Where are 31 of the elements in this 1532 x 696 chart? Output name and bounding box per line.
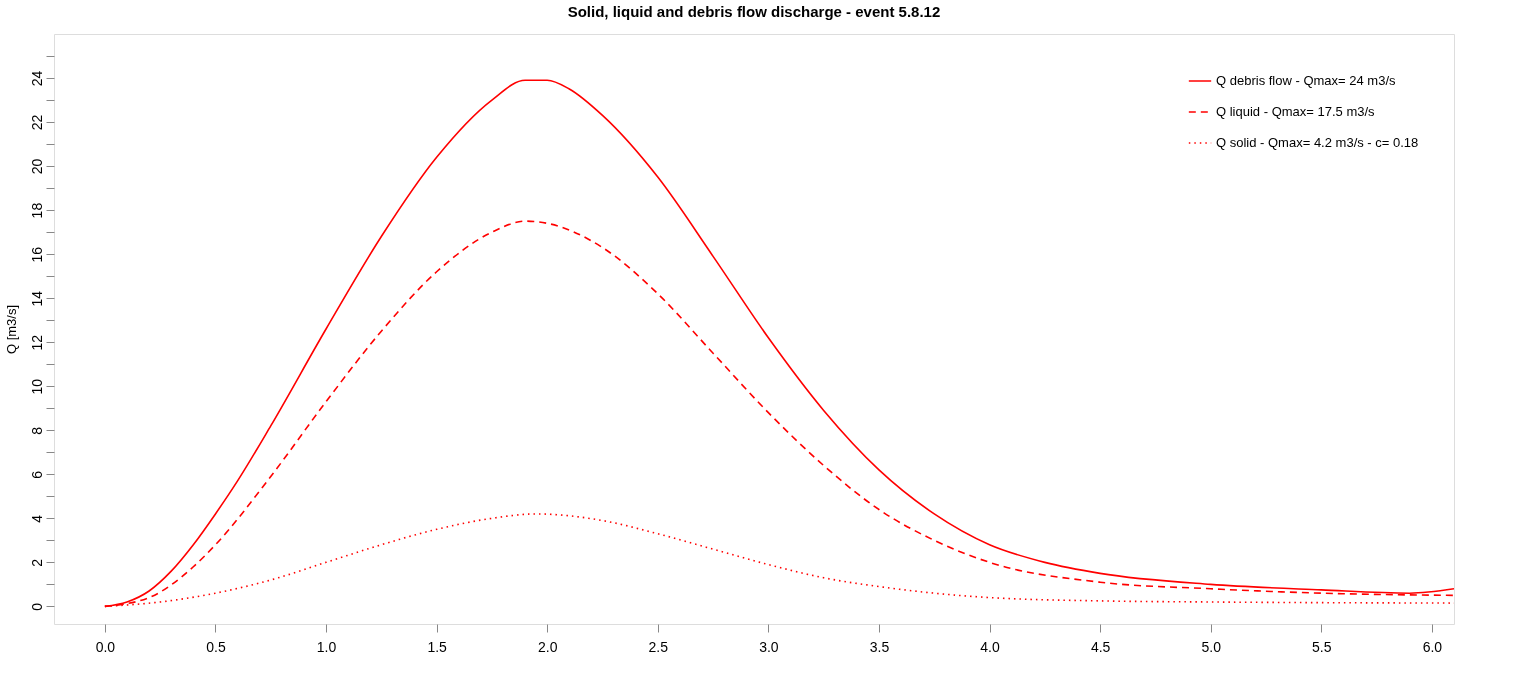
y-tick-label: 6 [28, 470, 45, 479]
x-tick-label: 2.5 [648, 638, 669, 655]
y-tick-label: 10 [28, 378, 45, 395]
y-tick-label: 22 [28, 114, 45, 131]
y-tick-label: 8 [28, 426, 45, 435]
legend-label: Q solid - Qmax= 4.2 m3/s - c= 0.18 [1216, 135, 1419, 150]
legend-label: Q liquid - Qmax= 17.5 m3/s [1216, 104, 1376, 119]
y-tick-label: 24 [28, 70, 45, 87]
chart-title: Solid, liquid and debris flow discharge - event 5.8.12 [567, 3, 941, 20]
y-tick-label: 14 [28, 290, 45, 307]
x-tick-label: 3.0 [759, 638, 779, 655]
y-tick-label: 12 [28, 334, 45, 351]
x-tick-label: 5.0 [1201, 638, 1222, 655]
y-tick-label: 2 [28, 558, 45, 567]
x-tick-label: 1.5 [427, 638, 448, 655]
y-tick-label: 0 [28, 602, 45, 611]
y-tick-label: 18 [28, 202, 45, 219]
y-tick-label: 4 [28, 514, 45, 523]
x-tick-label: 5.5 [1312, 638, 1332, 655]
x-tick-label: 1.0 [316, 638, 337, 655]
x-tick-label: 4.5 [1090, 638, 1111, 655]
x-tick-label: 0.5 [206, 638, 226, 655]
legend-label: Q debris flow - Qmax= 24 m3/s [1216, 73, 1397, 88]
x-tick-label: 3.5 [869, 638, 890, 655]
x-tick-label: 4.0 [980, 638, 1000, 655]
y-tick-label: 16 [28, 246, 45, 263]
y-axis-title: Q [m3/s] [3, 304, 19, 355]
x-tick-label: 6.0 [1422, 638, 1443, 655]
x-tick-label: 0.0 [95, 638, 116, 655]
x-tick-label: 2.0 [537, 638, 558, 655]
y-tick-label: 20 [28, 158, 45, 175]
